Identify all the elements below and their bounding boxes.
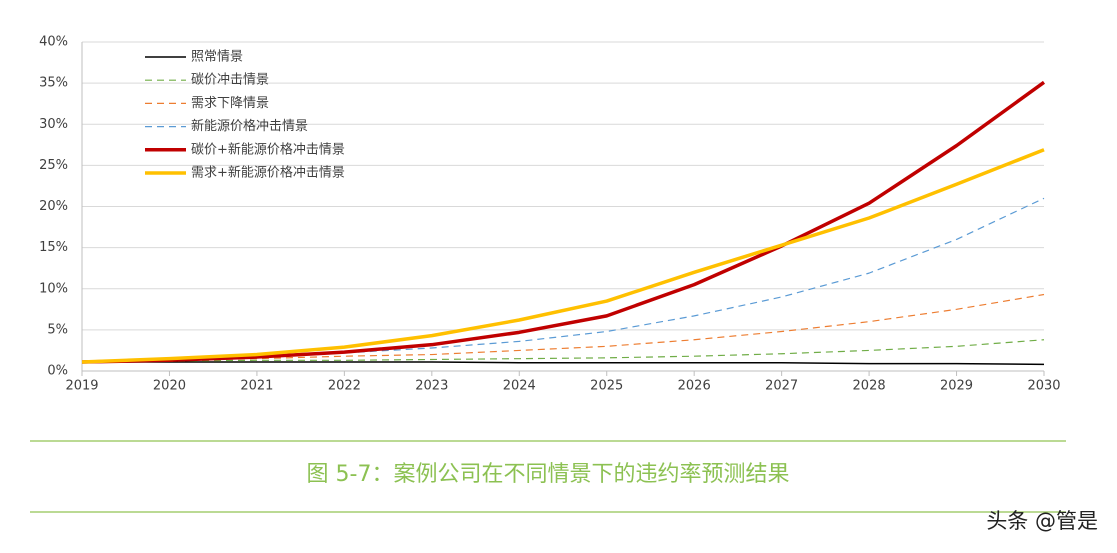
watermark: 头条 @管是 bbox=[986, 509, 1098, 533]
series-line bbox=[81, 197, 1045, 363]
x-tick-label: 2028 bbox=[853, 379, 886, 394]
y-tick-label: 10% bbox=[39, 281, 68, 296]
x-tick-label: 2026 bbox=[678, 379, 711, 394]
legend-label: 新能源价格冲击情景 bbox=[191, 118, 308, 134]
x-tick-label: 2030 bbox=[1027, 379, 1060, 394]
y-tick-label: 35% bbox=[39, 76, 68, 91]
legend-label: 照常情景 bbox=[191, 50, 243, 65]
x-tick-label: 2019 bbox=[65, 379, 98, 394]
series-line bbox=[81, 148, 1045, 364]
x-tick-label: 2020 bbox=[153, 379, 186, 394]
y-tick-label: 5% bbox=[47, 322, 68, 337]
x-tick-label: 2021 bbox=[240, 379, 273, 394]
y-tick-label: 15% bbox=[39, 240, 68, 255]
x-tick-label: 2023 bbox=[415, 379, 448, 394]
series-line bbox=[82, 361, 1045, 366]
y-tick-label: 40% bbox=[39, 35, 68, 50]
x-tick-label: 2027 bbox=[765, 379, 798, 394]
legend-label: 需求+新能源价格冲击情景 bbox=[191, 165, 345, 181]
x-tick-label: 2022 bbox=[328, 379, 361, 394]
series-line bbox=[81, 293, 1045, 363]
x-tick-label: 2025 bbox=[590, 379, 623, 394]
series-line bbox=[81, 80, 1046, 364]
legend-label: 碳价冲击情景 bbox=[191, 73, 269, 88]
x-tick-label: 2029 bbox=[940, 379, 973, 394]
x-tick-label: 2024 bbox=[503, 379, 536, 394]
series-line bbox=[81, 339, 1045, 363]
caption: 图 5-7：案例公司在不同情景下的违约率预测结果 bbox=[307, 462, 790, 487]
y-tick-label: 25% bbox=[39, 158, 68, 173]
legend-label: 需求下降情景 bbox=[191, 96, 269, 111]
y-tick-label: 20% bbox=[39, 199, 68, 214]
legend-label: 碳价+新能源价格冲击情景 bbox=[191, 141, 345, 157]
y-tick-label: 0% bbox=[47, 364, 68, 379]
y-tick-label: 30% bbox=[39, 117, 68, 132]
